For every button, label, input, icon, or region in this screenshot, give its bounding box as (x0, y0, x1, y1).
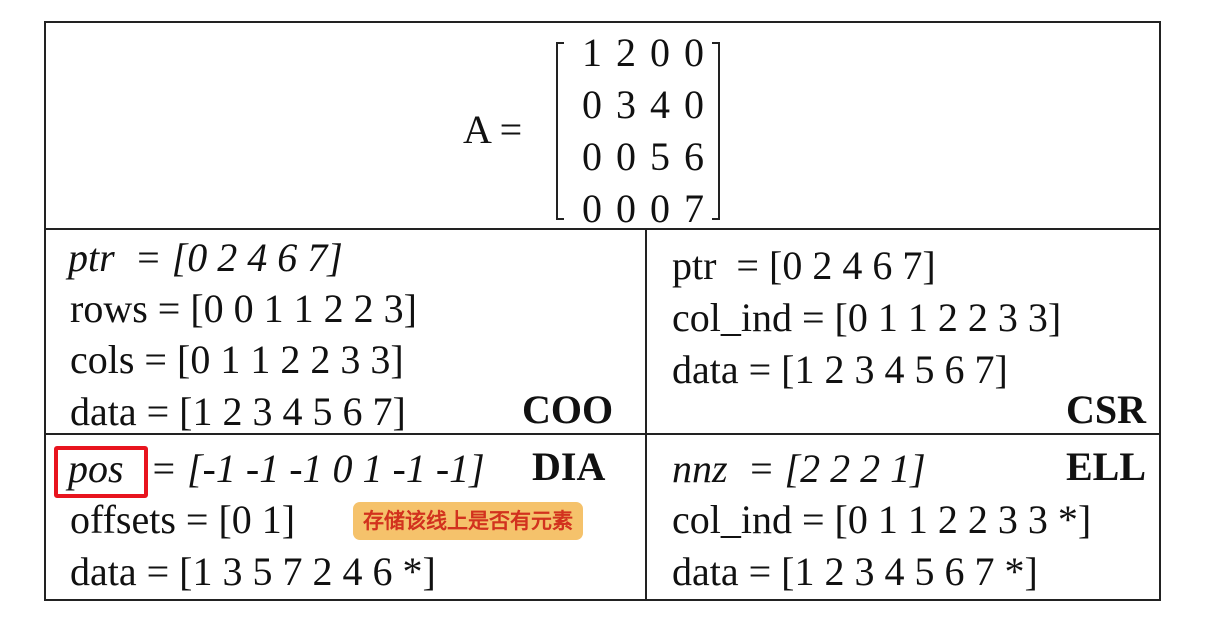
csr-ptr: ptr = [0 2 4 6 7] (672, 243, 936, 288)
ell-data: data = [1 2 3 4 5 6 7 *] (672, 549, 1038, 594)
annotation-note: 存储该线上是否有元素 (353, 502, 583, 540)
matrix-row-0: 1 2 0 0 (582, 30, 706, 75)
divider-vertical (645, 228, 647, 601)
dia-data: data = [1 3 5 7 2 4 6 *] (70, 549, 436, 594)
csr-data: data = [1 2 3 4 5 6 7] (672, 347, 1008, 392)
matrix-left-bracket (556, 42, 564, 220)
dia-pos-label: pos (68, 446, 124, 491)
dia-offsets: offsets = [0 1] (70, 497, 296, 542)
divider-top (44, 228, 1161, 230)
ell-col-ind: col_ind = [0 1 1 2 2 3 3 *] (672, 497, 1092, 542)
divider-middle (44, 433, 1161, 435)
matrix-row-1: 0 3 4 0 (582, 82, 706, 127)
coo-data: data = [1 2 3 4 5 6 7] (70, 389, 406, 434)
csr-col-ind: col_ind = [0 1 1 2 2 3 3] (672, 295, 1062, 340)
matrix-label: A = (463, 107, 523, 152)
matrix-right-bracket (712, 42, 720, 220)
coo-title: COO (522, 387, 614, 432)
csr-title: CSR (1066, 387, 1147, 432)
coo-ptr: ptr = [0 2 4 6 7] (68, 235, 343, 280)
ell-nnz: nnz = [2 2 2 1] (672, 446, 926, 491)
dia-title: DIA (532, 444, 606, 489)
coo-rows: rows = [0 0 1 1 2 2 3] (70, 286, 417, 331)
coo-cols: cols = [0 1 1 2 2 3 3] (70, 337, 404, 382)
matrix-row-3: 0 0 0 7 (582, 186, 706, 231)
pos-highlight-box (54, 446, 148, 498)
matrix-row-2: 0 0 5 6 (582, 134, 706, 179)
ell-title: ELL (1066, 444, 1147, 489)
dia-pos-values: = [-1 -1 -1 0 1 -1 -1] (140, 446, 485, 491)
table-frame (44, 21, 1161, 601)
